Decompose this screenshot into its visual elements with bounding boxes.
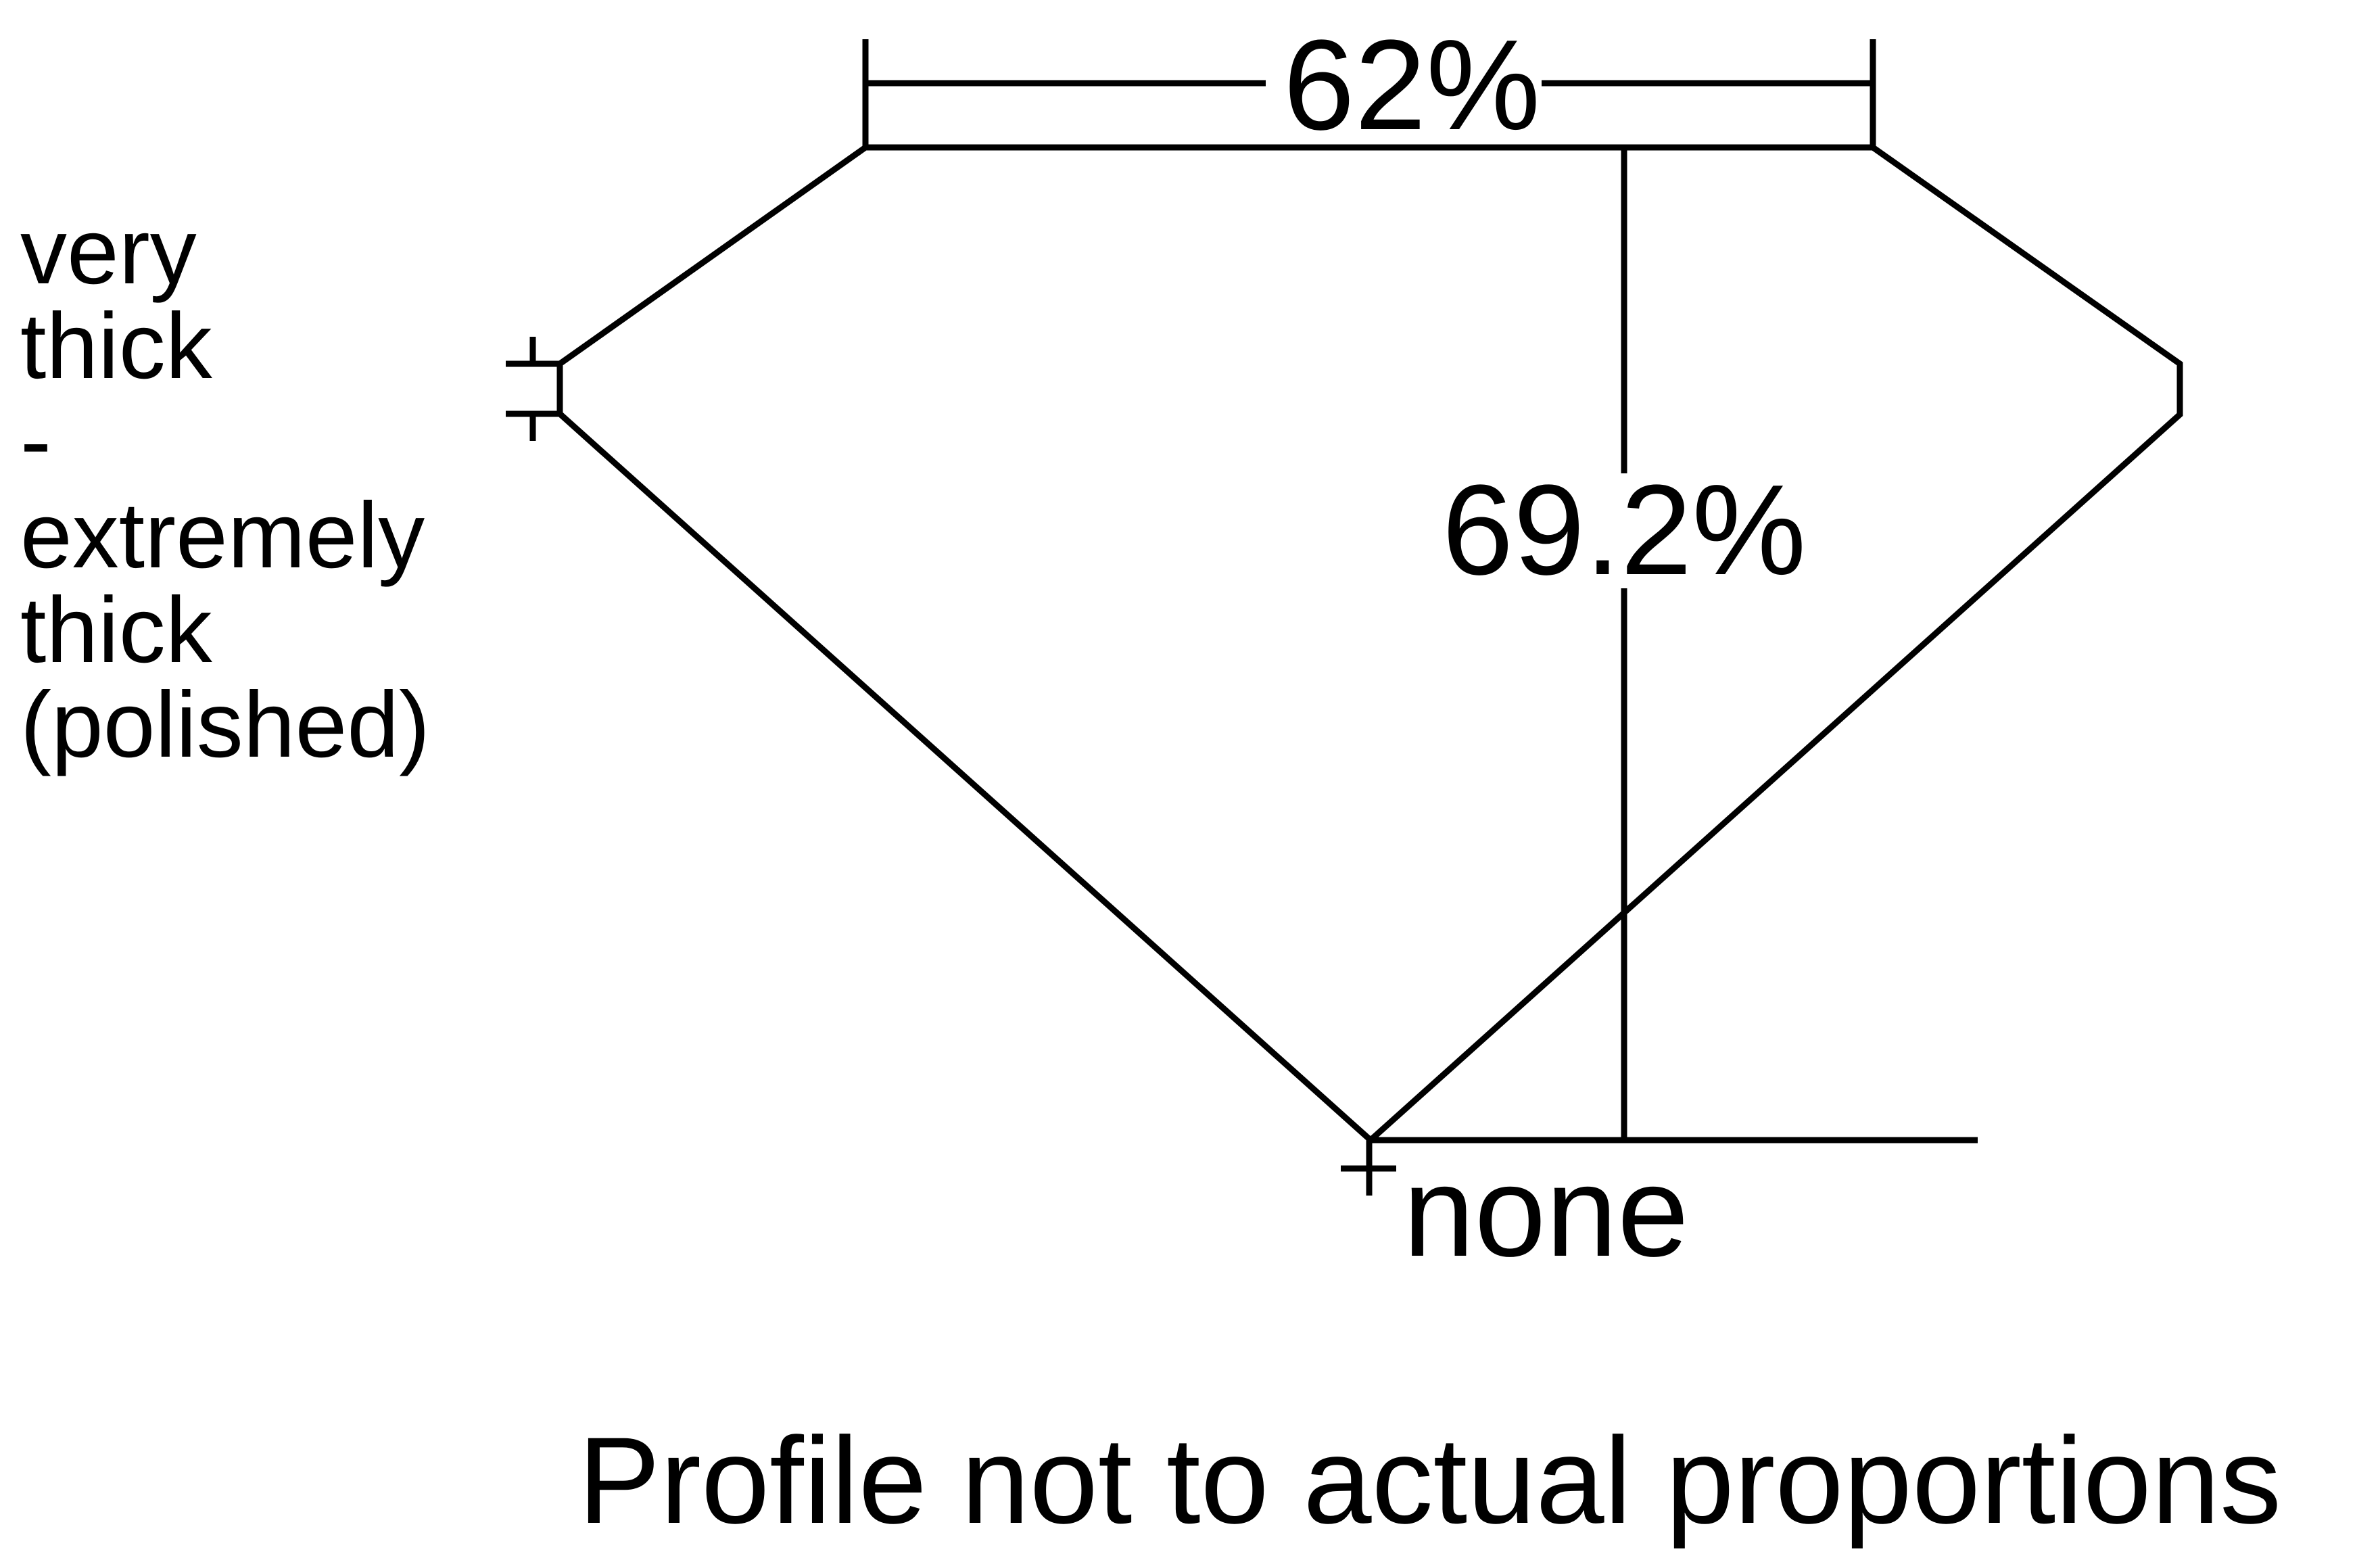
culet-label: none [1403, 1140, 1689, 1283]
table-percentage-label: 62% [1283, 14, 1541, 157]
caption: Profile not to actual proportions [578, 1411, 2282, 1549]
diamond-profile-outline [556, 144, 2183, 1145]
depth-percentage-label: 69.2% [1442, 458, 1807, 602]
girdle-thickness-label: very thick - extremely thick (polished) [20, 199, 430, 777]
